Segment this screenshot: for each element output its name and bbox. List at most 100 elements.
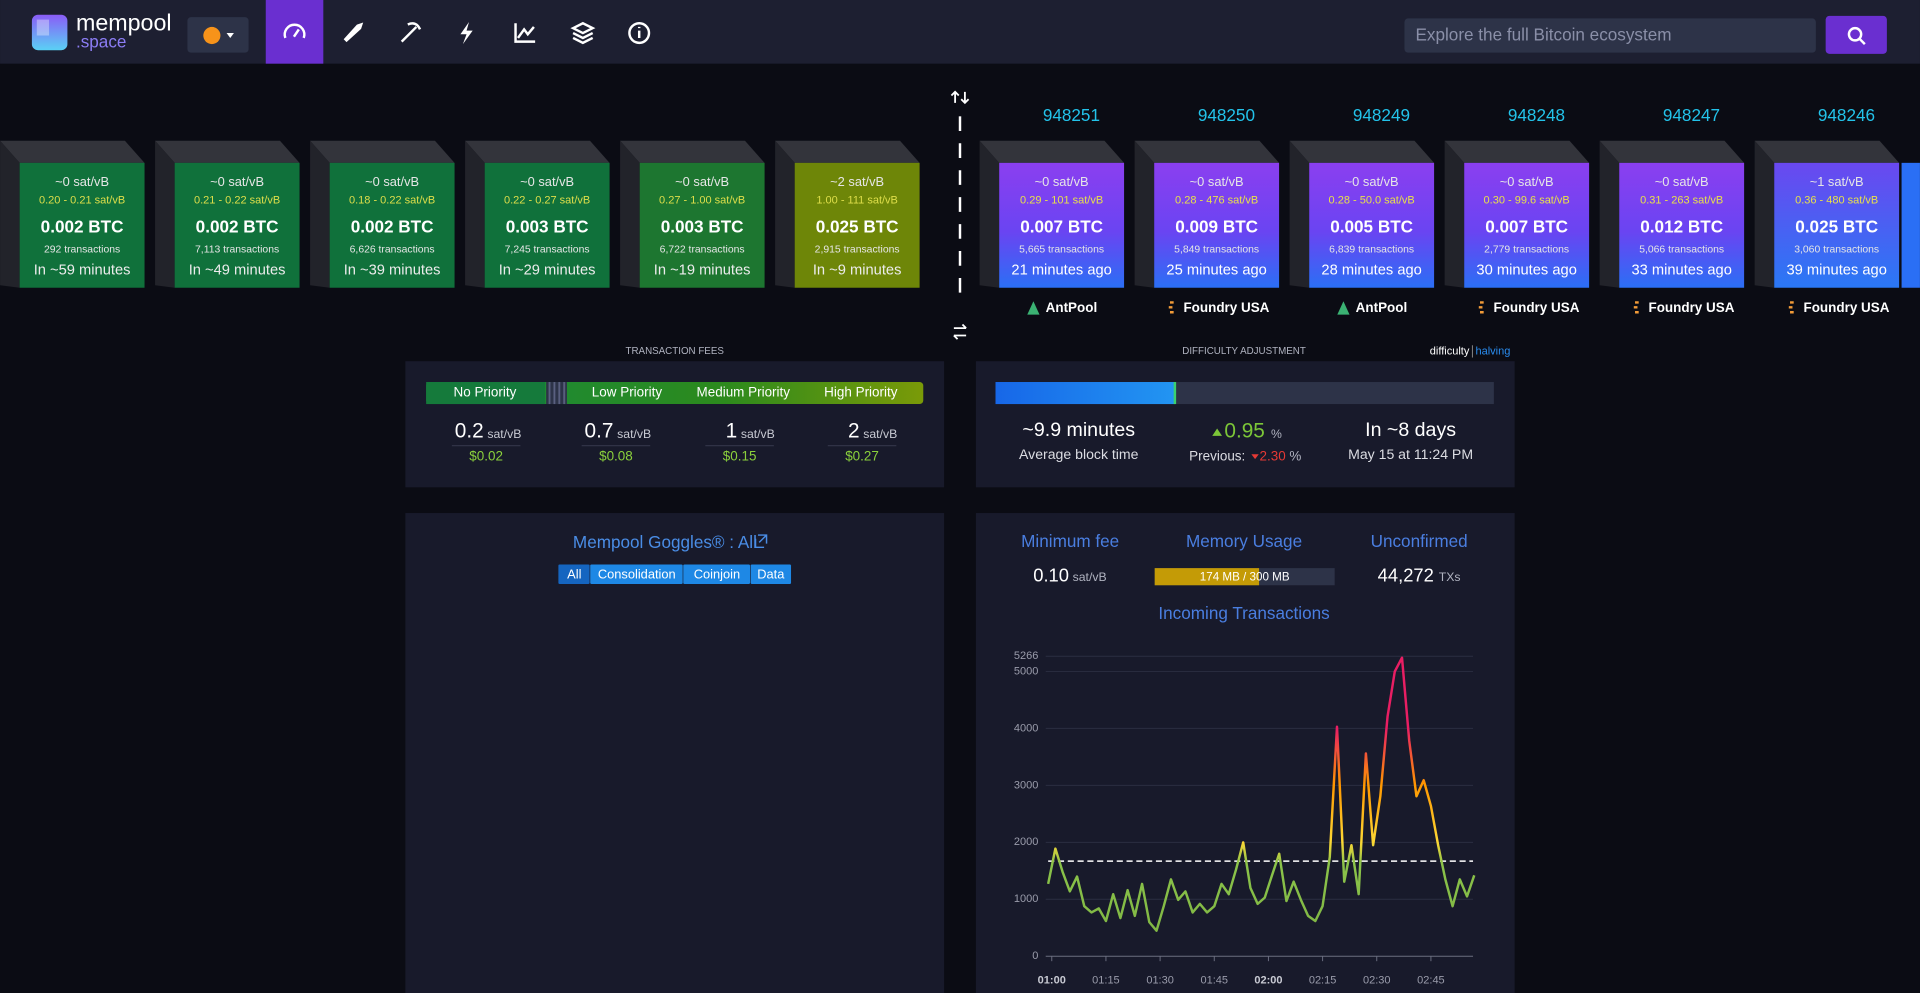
block-tx-count: 2,915 transactions	[815, 245, 900, 256]
swap-icon[interactable]	[950, 90, 970, 105]
block-top	[1754, 140, 1900, 163]
block-top	[155, 140, 300, 163]
difficulty-marker	[1173, 382, 1177, 405]
block-eta: In ~49 minutes	[189, 262, 286, 278]
filter-button[interactable]	[750, 564, 792, 585]
pool-icon	[1337, 301, 1350, 315]
fee-unit: sat/vB	[863, 427, 897, 441]
mined-block[interactable]	[999, 162, 1125, 288]
logo-text[interactable]: mempool	[76, 10, 172, 36]
remaining-time: In ~8 days	[1365, 419, 1456, 441]
mempool-block[interactable]	[639, 162, 765, 288]
block-tx-count: 6,839 transactions	[1329, 245, 1414, 256]
difficulty-progress	[995, 382, 1175, 405]
y-tick-label: 2000	[1014, 836, 1038, 848]
nav-dashboard[interactable]	[283, 23, 306, 39]
block-side	[1599, 140, 1620, 288]
fee-unit: sat/vB	[617, 427, 651, 441]
block-age: 25 minutes ago	[1166, 262, 1266, 278]
x-tick-label: 01:00	[1038, 975, 1066, 987]
block-side	[1754, 140, 1775, 288]
block-tx-count: 6,722 transactions	[660, 245, 745, 256]
filter-button[interactable]	[558, 564, 590, 585]
block-fee: ~0 sat/vB	[1035, 174, 1089, 189]
fee-rate: 0.7	[585, 420, 614, 443]
priority-label: High Priority	[824, 385, 898, 400]
mined-block[interactable]	[1619, 162, 1745, 288]
mined-block[interactable]	[1464, 162, 1590, 288]
block-eta: In ~9 minutes	[813, 262, 902, 278]
block-size: 0.007 BTC	[1020, 216, 1103, 236]
filter-button[interactable]	[590, 564, 683, 585]
nav-lightning[interactable]	[460, 22, 473, 45]
block-top	[1134, 140, 1280, 163]
pool-name: Foundry USA	[1183, 300, 1269, 315]
nav-active[interactable]	[265, 0, 324, 64]
unconfirmed: 44,272	[1378, 565, 1434, 586]
difficulty-tab[interactable]: difficulty	[1430, 345, 1470, 357]
mempool-block[interactable]	[19, 162, 145, 288]
block-fee: ~0 sat/vB	[675, 174, 729, 189]
y-tick-label: 1000	[1014, 893, 1038, 905]
pool-name: Foundry USA	[1648, 300, 1734, 315]
halving-tab[interactable]: halving	[1475, 345, 1510, 357]
block-fee-range: 0.27 - 1.00 sat/vB	[659, 195, 745, 207]
mined-block[interactable]	[1774, 162, 1900, 288]
logo-suffix[interactable]: .space	[76, 31, 126, 51]
block-fee: ~0 sat/vB	[520, 174, 574, 189]
fees-panel	[405, 361, 945, 488]
block-size: 0.003 BTC	[661, 216, 744, 236]
logo-icon[interactable]	[31, 14, 68, 51]
block-size: 0.025 BTC	[1795, 216, 1878, 236]
mempool-block[interactable]	[329, 162, 455, 288]
logo-shine	[36, 19, 50, 36]
block-side	[465, 140, 485, 288]
block-fee-range: 0.28 - 50.0 sat/vB	[1329, 195, 1415, 207]
priority-gap	[546, 382, 567, 405]
block-tx-count: 5,066 transactions	[1639, 245, 1724, 256]
filter-button[interactable]	[683, 564, 751, 585]
x-tick-label: 02:30	[1363, 975, 1391, 987]
nav-about[interactable]	[628, 22, 651, 45]
external-link-icon[interactable]	[754, 534, 768, 549]
fee-unit: sat/vB	[741, 427, 775, 441]
x-tick-label: 01:45	[1200, 975, 1228, 987]
mempool-block[interactable]	[484, 162, 610, 288]
nav-rocket[interactable]	[343, 22, 364, 43]
direction-icon[interactable]	[953, 323, 967, 340]
block-eta: In ~29 minutes	[499, 262, 596, 278]
block-tx-count: 6,626 transactions	[350, 245, 435, 256]
mined-block[interactable]	[1154, 162, 1280, 288]
unconfirmed-unit: TXs	[1439, 570, 1461, 584]
y-tick-label: 3000	[1014, 779, 1038, 791]
mined-block[interactable]	[1309, 162, 1435, 288]
goggles-panel	[405, 513, 945, 993]
block-top	[465, 140, 610, 163]
search-input[interactable]	[1404, 18, 1816, 53]
x-tick-label: 02:15	[1309, 975, 1337, 987]
y-tick-label: 4000	[1014, 722, 1038, 734]
mempool-block[interactable]	[794, 162, 920, 288]
x-tick-label: 01:30	[1146, 975, 1174, 987]
block-eta: In ~59 minutes	[34, 262, 131, 278]
block-fee-range: 0.31 - 263 sat/vB	[1640, 195, 1723, 207]
block-fee: ~0 sat/vB	[1500, 174, 1554, 189]
gauge-needle	[292, 28, 300, 38]
stats-panel	[975, 513, 1515, 993]
mempool-block[interactable]	[174, 162, 300, 288]
nav-mining[interactable]	[400, 22, 422, 43]
pool-icon	[1788, 301, 1794, 314]
pool-icon	[1027, 301, 1040, 315]
up-arrow	[1212, 428, 1223, 436]
block-height: 948246	[1818, 105, 1875, 125]
block-size: 0.002 BTC	[196, 216, 279, 236]
block-age: 39 minutes ago	[1786, 262, 1886, 278]
nav-graphs[interactable]	[514, 23, 536, 43]
nav-layers[interactable]	[570, 21, 596, 45]
memory-fill	[1154, 568, 1260, 586]
block-fee-range: 0.30 - 99.6 sat/vB	[1484, 195, 1570, 207]
search-button[interactable]	[1825, 15, 1887, 54]
block-fee: ~2 sat/vB	[830, 174, 884, 189]
